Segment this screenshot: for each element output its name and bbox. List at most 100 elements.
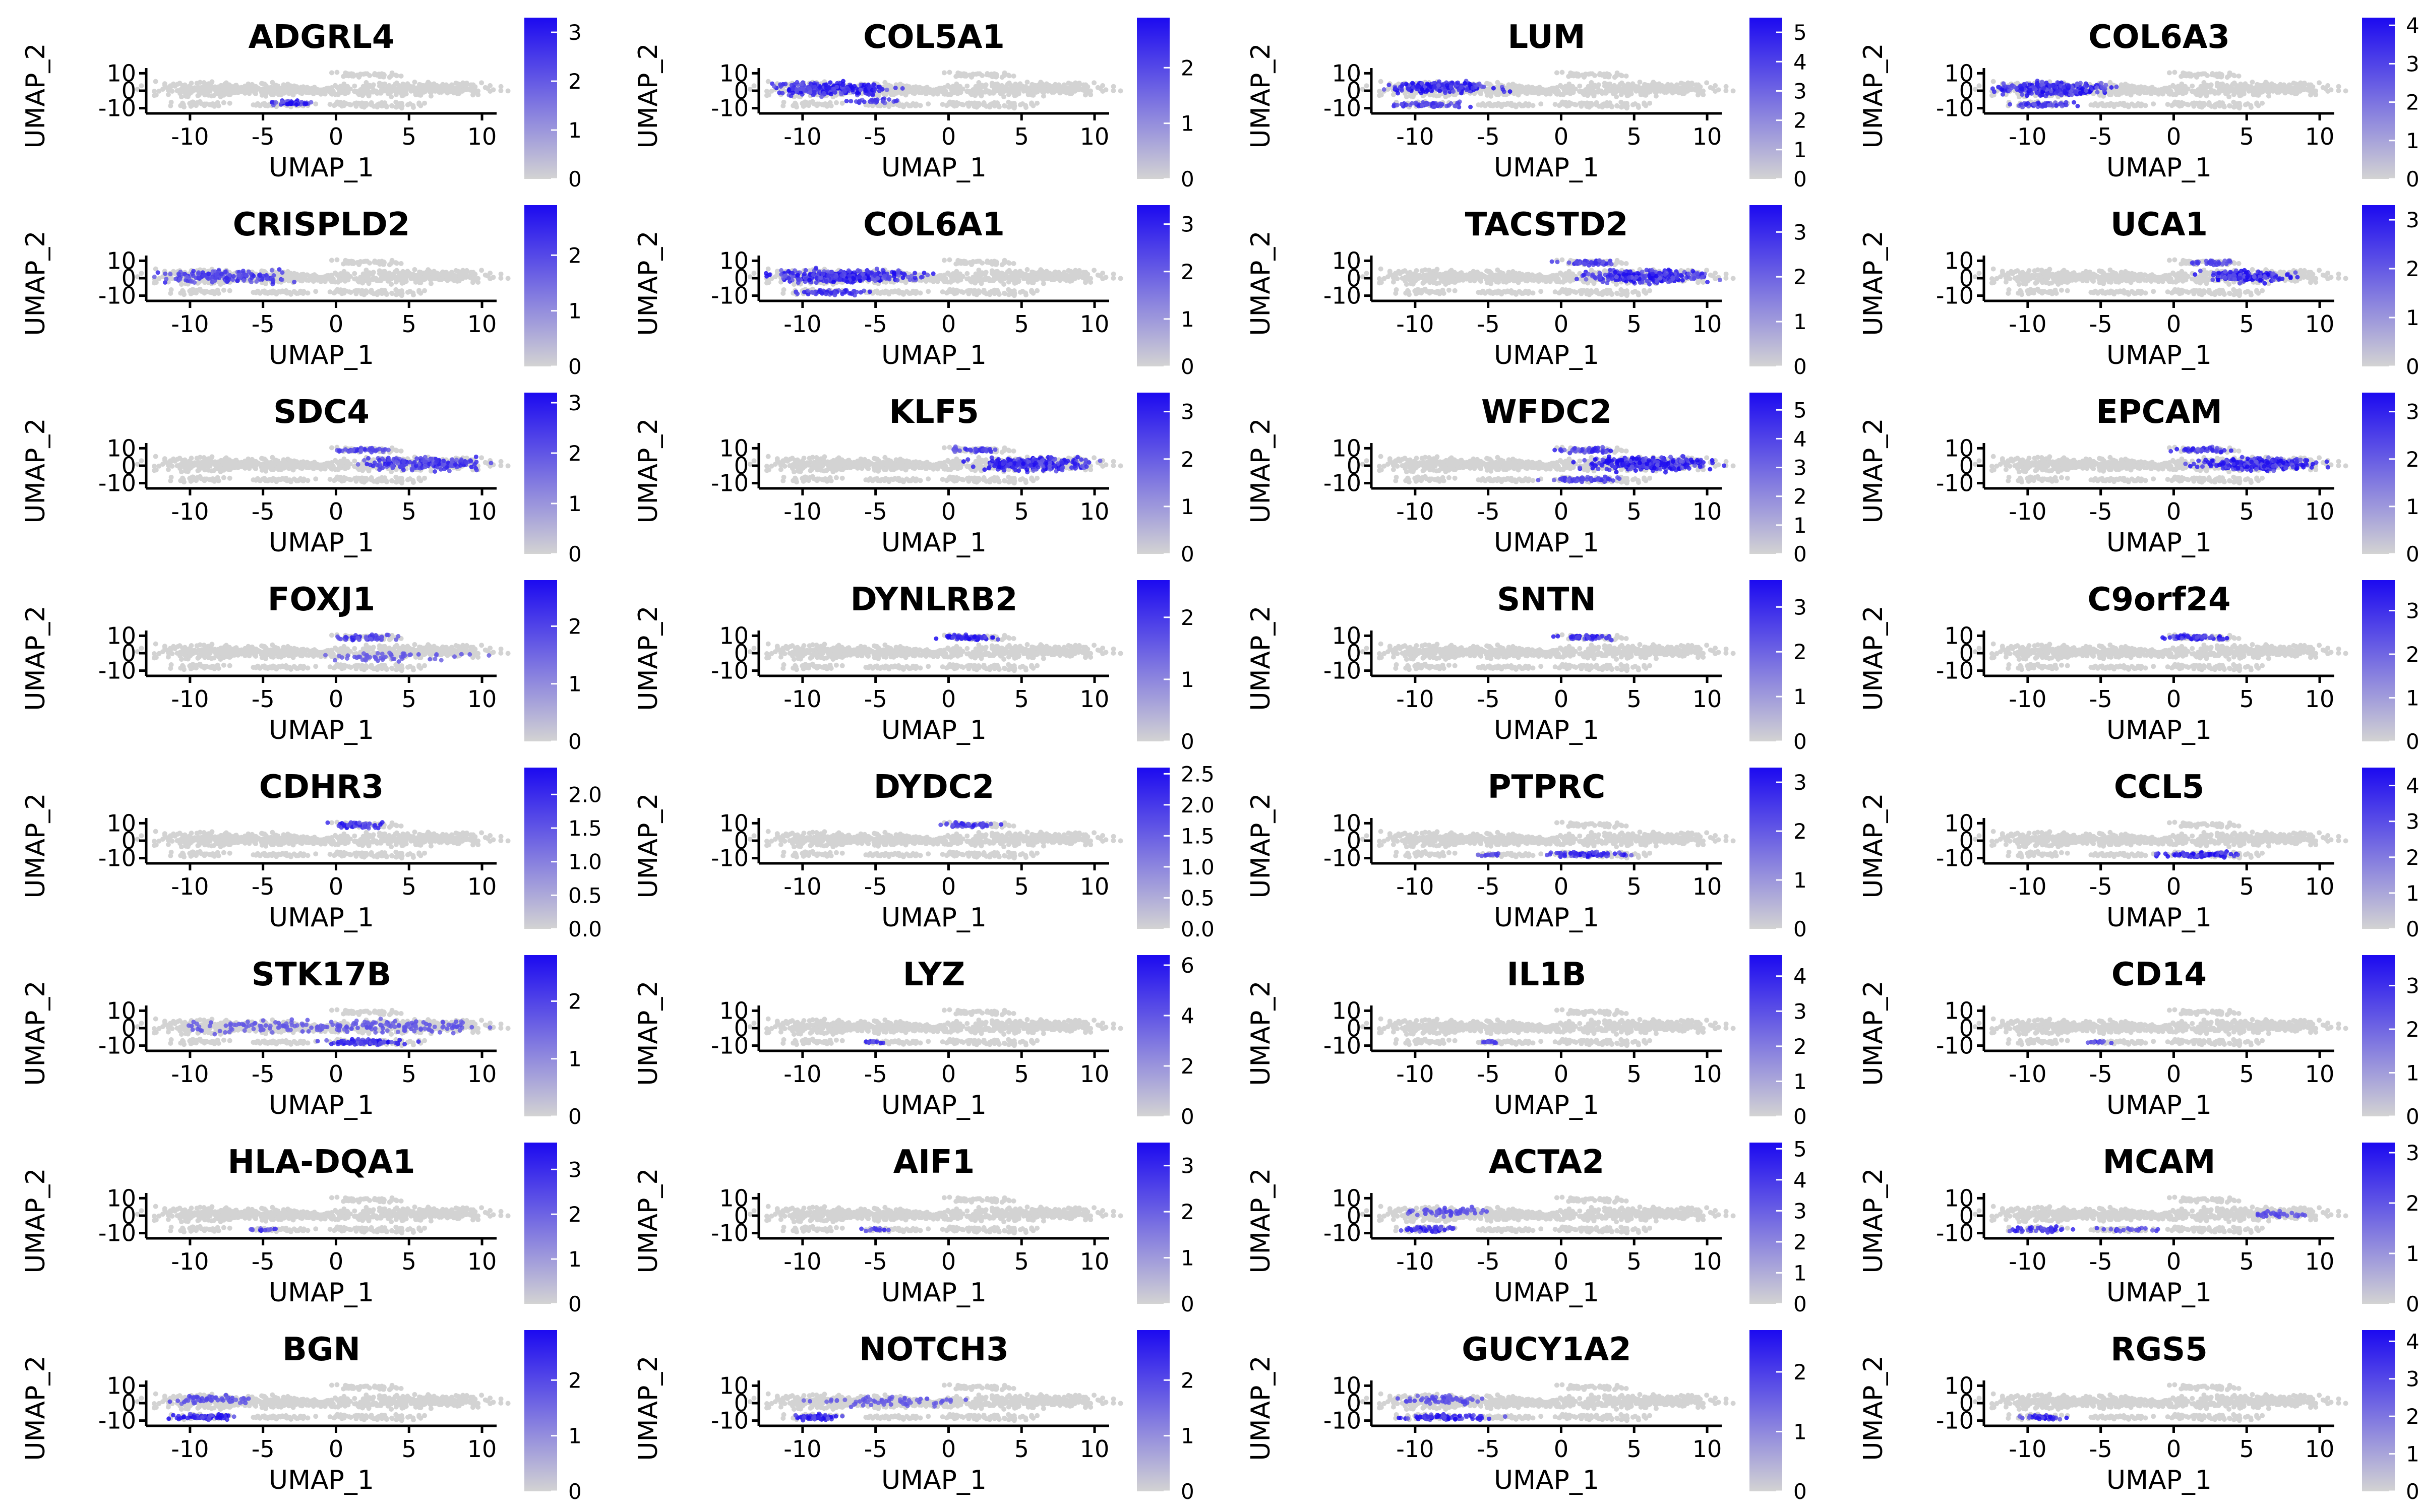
cell-point: [192, 85, 197, 91]
expressed-cell-point: [873, 98, 878, 103]
cell-point: [1095, 85, 1101, 90]
cell-point: [384, 103, 389, 108]
cell-point: [296, 276, 302, 281]
cell-point: [352, 101, 357, 106]
cell-point: [1582, 72, 1587, 78]
cell-point: [1377, 89, 1382, 94]
cell-point: [1111, 88, 1116, 93]
cell-point: [428, 93, 434, 99]
cell-point: [237, 86, 243, 92]
expressed-cell-point: [2084, 88, 2089, 93]
cell-point: [883, 92, 889, 97]
x-tick-label: -10: [783, 123, 821, 150]
cell-point: [182, 90, 188, 95]
cell-point: [2151, 101, 2156, 107]
cell-point: [205, 86, 210, 91]
expressed-cell-point: [1419, 103, 1424, 108]
cell-point: [389, 73, 394, 79]
cell-point: [1604, 71, 1610, 77]
cell-point: [307, 90, 312, 95]
cell-point: [215, 102, 220, 107]
cell-point: [1035, 87, 1041, 93]
x-tick-label: 5: [402, 123, 416, 150]
expressed-cell-points: [1990, 79, 2119, 109]
cell-point: [223, 83, 229, 88]
expressed-cell-point: [868, 84, 872, 89]
x-tick-label: 0: [2166, 123, 2181, 150]
cell-point: [356, 72, 362, 78]
cell-point: [259, 92, 265, 98]
expressed-cell-point: [807, 86, 812, 91]
cell-point: [2231, 73, 2237, 79]
cell-point: [886, 104, 892, 109]
cell-point: [953, 85, 958, 91]
expressed-cell-point: [893, 85, 898, 90]
cell-point: [1506, 82, 1511, 88]
expressed-cell-point: [1404, 102, 1409, 107]
cell-point: [1602, 81, 1607, 86]
cell-point: [2148, 90, 2154, 96]
x-tick-label: 10: [1080, 123, 1110, 150]
cell-point: [955, 91, 960, 96]
cell-point: [1011, 101, 1017, 106]
cell-point: [1637, 86, 1642, 92]
expressed-cell-point: [1454, 104, 1459, 109]
expressed-cell-point: [872, 87, 877, 92]
cell-point: [350, 72, 355, 77]
cell-point: [1427, 92, 1433, 98]
cell-point: [412, 79, 417, 85]
cell-point: [2197, 100, 2202, 106]
expressed-cell-point: [302, 102, 307, 107]
cell-point: [2111, 104, 2117, 109]
cell-point: [1636, 105, 1641, 110]
colorbar: [524, 18, 557, 179]
cell-point: [475, 88, 481, 94]
expressed-cell-point: [285, 102, 289, 107]
cell-point: [1526, 101, 1532, 107]
expressed-cell-point: [2061, 85, 2066, 90]
expressed-cell-point: [2078, 81, 2083, 86]
cell-point: [2226, 94, 2232, 99]
x-axis-label: UMAP_1: [269, 153, 374, 183]
cell-point: [2212, 104, 2218, 110]
cell-point: [2281, 85, 2287, 91]
cell-point: [2336, 84, 2341, 89]
cell-point: [1001, 94, 1007, 99]
cell-point: [2172, 70, 2177, 75]
cell-point: [195, 280, 201, 286]
cell-point: [1585, 87, 1590, 93]
cell-point: [327, 102, 333, 107]
expressed-cell-point: [273, 100, 278, 105]
expressed-cell-point: [1436, 83, 1441, 88]
x-tick-label: 10: [2305, 123, 2335, 150]
feature-plot-adgrl4: ADGRL4 -10 -5 0 5 10 10 0 -10 UMAP_1 UMAP_2 0 1 2 3: [0, 0, 613, 192]
expressed-cell-point: [862, 83, 867, 88]
expressed-cell-point: [2103, 83, 2108, 88]
cell-point: [1624, 101, 1629, 106]
expressed-cell-point: [2045, 91, 2050, 96]
cell-point: [2183, 73, 2189, 78]
cell-point: [1092, 80, 1097, 86]
cell-point: [1558, 92, 1563, 97]
colorbar-tick-label: 2: [568, 69, 582, 94]
cell-point: [1594, 102, 1599, 107]
cell-point: [1708, 85, 1713, 90]
expressed-cell-points: [1381, 79, 1512, 110]
cell-point: [1614, 94, 1619, 99]
expressed-cell-point: [850, 87, 855, 92]
expressed-cell-point: [900, 86, 905, 91]
cell-point: [2236, 105, 2242, 111]
cell-point: [341, 81, 347, 87]
cell-point: [2183, 86, 2189, 92]
cell-point: [1377, 93, 1382, 98]
cell-point: [2214, 81, 2220, 86]
cell-point: [2276, 83, 2281, 89]
expressed-cell-point: [878, 85, 882, 90]
expressed-cell-point: [857, 98, 862, 103]
cell-point: [914, 101, 919, 107]
cell-point: [919, 90, 925, 95]
cell-point: [2243, 102, 2248, 107]
cell-point: [1541, 87, 1546, 93]
expressed-cell-point: [1425, 81, 1430, 86]
